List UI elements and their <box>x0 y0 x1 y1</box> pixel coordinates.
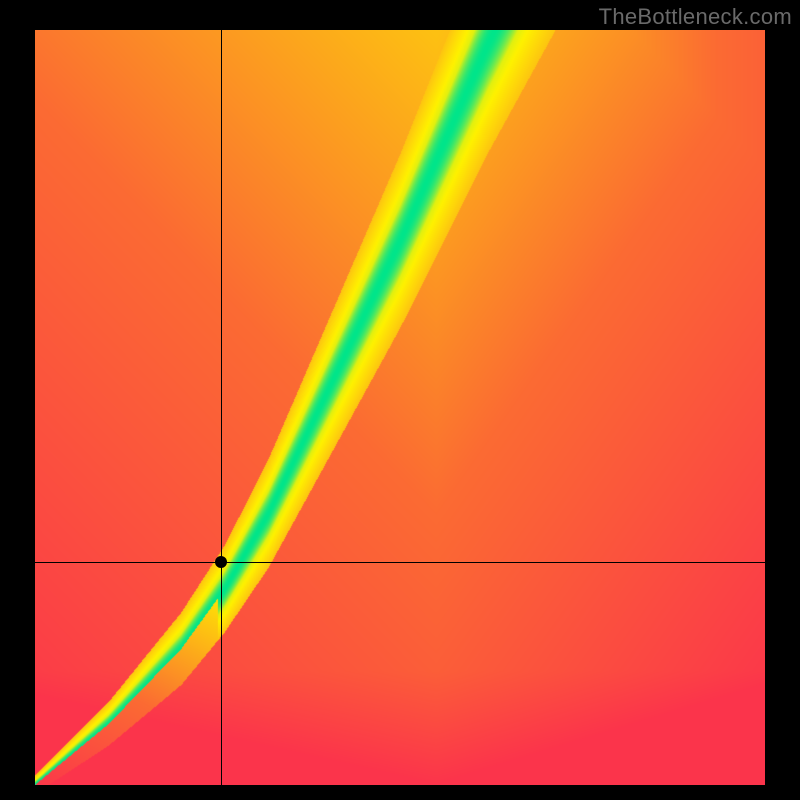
heatmap-canvas <box>35 30 765 785</box>
crosshair-vertical <box>221 30 222 785</box>
heatmap-plot <box>35 30 765 785</box>
frame: TheBottleneck.com <box>0 0 800 800</box>
crosshair-horizontal <box>35 562 765 563</box>
watermark-text: TheBottleneck.com <box>599 4 792 30</box>
